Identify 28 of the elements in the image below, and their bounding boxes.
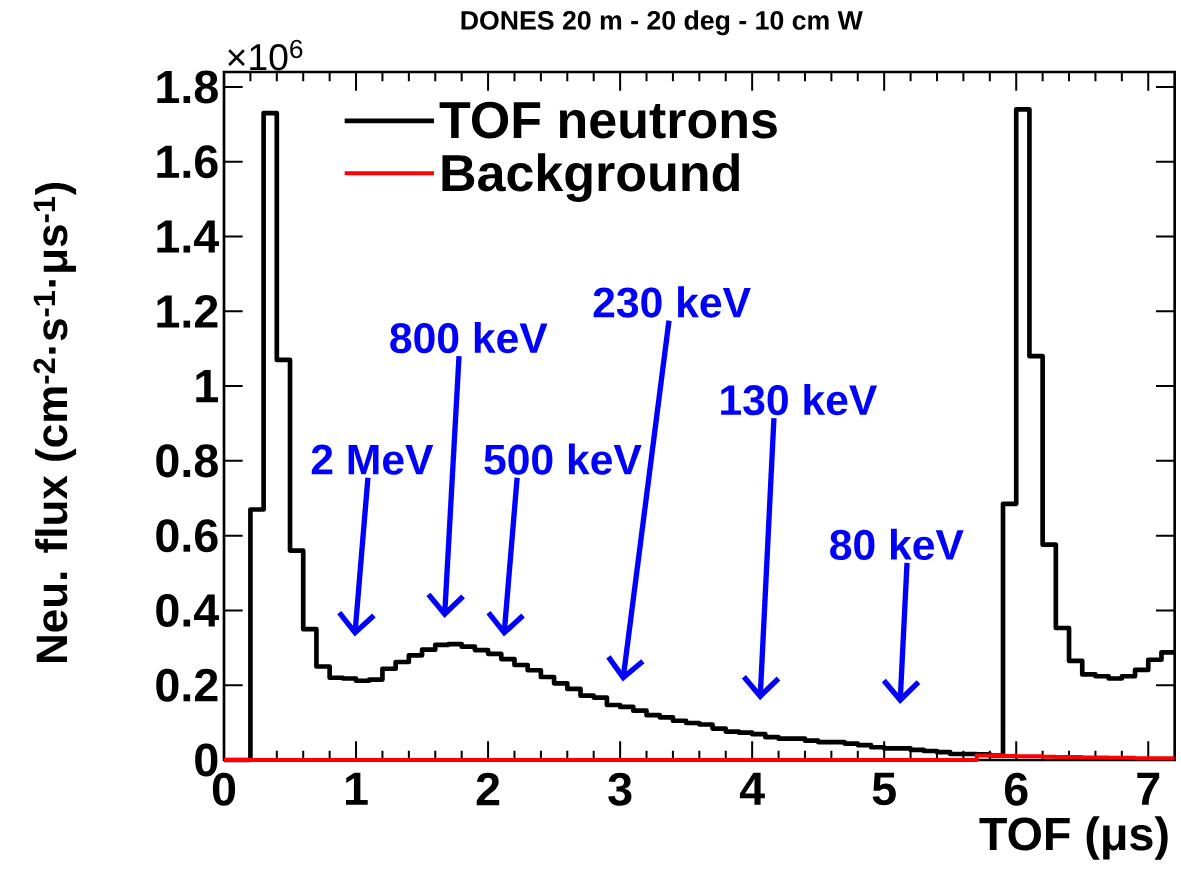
annotation: 230 keV — [593, 286, 751, 318]
annotation: 80 keV — [830, 528, 964, 561]
x-axis-title: TOF (μs) — [979, 816, 1168, 860]
y-tick-label: 0.4 — [156, 593, 220, 627]
annotation: 130 keV — [721, 383, 878, 416]
y-tick-label: 1.2 — [157, 295, 218, 328]
text: ×10$^{6}$ — [228, 39, 303, 71]
x-tick-label: 5 — [872, 772, 896, 806]
y-tick-label: 1.8 — [157, 70, 218, 104]
x-tick-label: 1 — [346, 772, 368, 805]
x-tick-label: 4 — [739, 772, 765, 805]
legend-label: TOF neutrons — [439, 101, 777, 139]
x-tick-label: 6 — [1004, 772, 1028, 806]
y-tick-label: 0.2 — [156, 668, 218, 702]
chart-title: DONES 20 m - 20 deg - 10 cm W — [461, 10, 863, 36]
y-tick-label: 1.6 — [157, 145, 218, 179]
x-tick-label: 7 — [1137, 772, 1160, 805]
y-tick-label: 0.8 — [156, 444, 218, 478]
y-tick-label: 1 — [196, 370, 218, 403]
y-tick-label: 1.4 — [157, 220, 220, 253]
annotation: 2 MeV — [311, 444, 434, 475]
annotation: 500 keV — [484, 443, 642, 475]
y-axis-title: Neu. flux (cm$^{-2}$·s$^{-1}$·μs$^{-1}$) — [33, 182, 77, 663]
legend-label: Background — [442, 153, 739, 203]
x-tick-label: 3 — [608, 772, 632, 806]
annotation: 800 keV — [390, 321, 548, 354]
x-tick-label: 2 — [476, 772, 500, 806]
y-tick-label: 0.6 — [156, 519, 218, 553]
